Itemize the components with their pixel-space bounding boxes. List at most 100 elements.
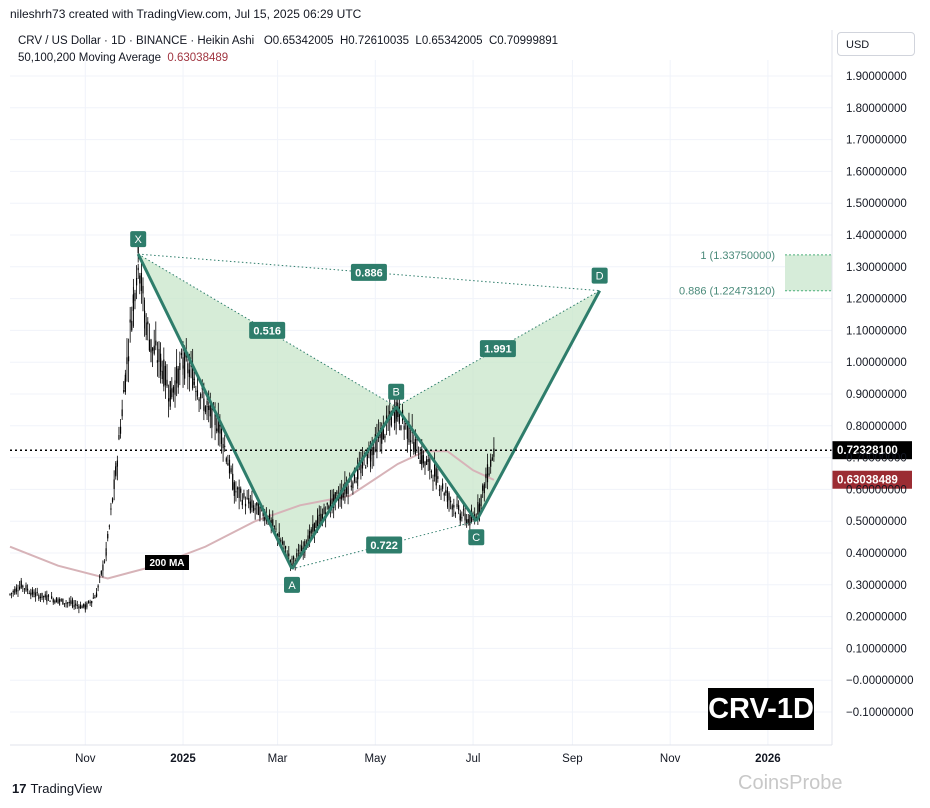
- candle-body: [427, 459, 429, 462]
- y-tick-label: 0.40000000: [846, 548, 907, 560]
- candle-body: [153, 345, 155, 354]
- candle-body: [485, 473, 487, 479]
- candle-body: [291, 558, 293, 560]
- candle-body: [440, 488, 442, 490]
- candle-body: [390, 414, 392, 426]
- ratio-label: 0.886: [355, 267, 383, 279]
- candle-body: [424, 461, 426, 466]
- candle-body: [9, 593, 11, 595]
- candle-body: [416, 438, 418, 441]
- candle-body: [429, 458, 431, 471]
- candle-body: [44, 594, 46, 598]
- candle-body: [323, 507, 325, 514]
- target-zone-box: [785, 254, 832, 291]
- ratio-label-box: [249, 321, 286, 339]
- candle-body: [270, 519, 272, 524]
- y-tick-label: 0.80000000: [846, 421, 907, 433]
- candle-body: [67, 602, 69, 604]
- candle-body: [113, 479, 115, 489]
- candle-body: [49, 600, 51, 602]
- candle-body: [148, 339, 150, 351]
- ratio-label: 0.516: [253, 325, 281, 337]
- candle-body: [176, 365, 178, 384]
- ma-annotation-label: 200 MA: [149, 558, 184, 569]
- candle-body: [227, 463, 229, 466]
- candle-body: [51, 596, 53, 599]
- candle-body: [103, 561, 106, 563]
- candle-body: [225, 458, 227, 462]
- candle-body: [140, 272, 142, 291]
- candle-body: [419, 460, 421, 464]
- x-tick-label: Nov: [75, 753, 96, 765]
- y-tick-label: 1.60000000: [846, 166, 907, 178]
- y-tick-label: 0.20000000: [846, 612, 907, 624]
- candle-body: [179, 362, 181, 371]
- candle-body: [288, 553, 290, 557]
- candle-body: [54, 600, 56, 603]
- candle-body: [19, 586, 21, 590]
- candle-body: [84, 604, 86, 609]
- candle-body: [38, 595, 40, 600]
- candle-body: [275, 528, 277, 530]
- candle-body: [156, 360, 159, 363]
- ma-price-label: 0.63038489: [837, 475, 898, 487]
- tradingview-logo[interactable]: 17 TradingView: [12, 781, 102, 796]
- tradingview-logo-text: TradingView: [30, 781, 103, 796]
- candle-body: [238, 486, 240, 498]
- candle-body: [493, 448, 495, 457]
- candle-body: [464, 513, 466, 521]
- candle-body: [230, 468, 232, 473]
- pattern-diagonal-XD: [138, 253, 600, 292]
- y-tick-label: 0.30000000: [846, 580, 907, 592]
- candle-body: [232, 473, 234, 490]
- candle-body: [219, 420, 221, 434]
- currency-button[interactable]: USD: [837, 32, 915, 56]
- candle-body: [430, 470, 433, 473]
- candle-body: [454, 512, 457, 514]
- pattern-leg-BC: [394, 405, 478, 523]
- y-tick-label: 1.40000000: [846, 230, 907, 242]
- creator-line: nileshrh73 created with TradingView.com,…: [10, 7, 362, 21]
- candle-body: [278, 531, 280, 537]
- candle-body: [268, 513, 271, 524]
- time-axis[interactable]: Nov 2025 Mar May Jul Sep Nov 2026: [10, 744, 832, 765]
- candle-body: [480, 495, 482, 507]
- price-axis[interactable]: 1.90000000 1.80000000 1.70000000 1.60000000…: [831, 30, 913, 745]
- ma-legend[interactable]: 50,100,200 Moving Average 0.63038489: [18, 52, 228, 64]
- candle-body: [30, 592, 32, 596]
- y-tick-label: 1.10000000: [846, 325, 907, 337]
- candle-body: [262, 511, 264, 517]
- ohlc-high-label: H: [339, 35, 349, 47]
- pattern-leg-CD: [474, 289, 601, 522]
- y-tick-label: 1.70000000: [846, 135, 907, 147]
- candle-body: [57, 599, 59, 604]
- candle-body: [466, 519, 468, 525]
- candle-body: [309, 530, 311, 539]
- candle-body: [365, 467, 367, 469]
- candle-body: [89, 601, 91, 604]
- y-tick-label: −0.10000000: [846, 707, 913, 719]
- triangle-bcd: [396, 290, 600, 522]
- point-label-box: [591, 267, 608, 284]
- candle-body: [81, 606, 83, 609]
- candle-body: [289, 560, 291, 565]
- candle-body: [456, 503, 458, 507]
- candle-body: [259, 506, 261, 519]
- candle-body: [68, 601, 70, 604]
- candle-body: [347, 485, 349, 495]
- candle-body: [417, 457, 420, 459]
- y-tick-label: 1.80000000: [846, 103, 907, 115]
- ma-annotation: 200 MA: [145, 555, 189, 570]
- pattern-point-labels: X A B C D: [130, 231, 608, 593]
- candle-body: [97, 585, 99, 588]
- candle-body: [152, 347, 154, 351]
- candle-body: [490, 459, 492, 467]
- candle-body: [86, 603, 88, 608]
- candle-body: [293, 556, 295, 560]
- y-tick-label: 0.90000000: [846, 389, 907, 401]
- candle-body: [35, 592, 37, 597]
- ohlc-close-label: C: [488, 35, 498, 47]
- point-label-box: [130, 231, 147, 248]
- candle-body: [422, 455, 425, 464]
